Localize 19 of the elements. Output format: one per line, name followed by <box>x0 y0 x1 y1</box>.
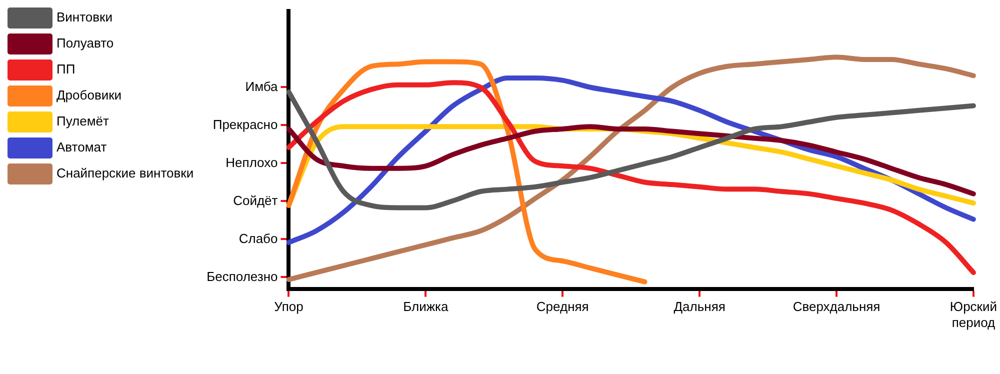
legend-label: Пулемёт <box>56 114 110 129</box>
legend-label: ПП <box>56 62 76 77</box>
text: Слабо <box>238 230 278 246</box>
x-tick-label: Сверхдальняя <box>792 299 880 314</box>
text: Прекрасно <box>212 116 278 132</box>
x-tick-label: Упор <box>274 299 304 314</box>
legend-label: Винтовки <box>56 10 113 25</box>
legend-label: Автомат <box>56 140 107 155</box>
x-tick-label: Юрский период <box>950 299 997 330</box>
legend-label: Дробовики <box>56 88 122 103</box>
text: Бесполезно <box>206 268 278 284</box>
x-tick-label: Средняя <box>536 299 589 314</box>
text: Имба <box>245 78 278 94</box>
x-tick-label: Ближка <box>403 299 450 314</box>
legend-label: Снайперские винтовки <box>56 166 194 181</box>
text: Сойдёт <box>233 192 278 208</box>
text: Неплохо <box>226 154 278 170</box>
x-tick-label: Дальняя <box>674 299 726 314</box>
legend-label: Полуавто <box>56 36 114 51</box>
